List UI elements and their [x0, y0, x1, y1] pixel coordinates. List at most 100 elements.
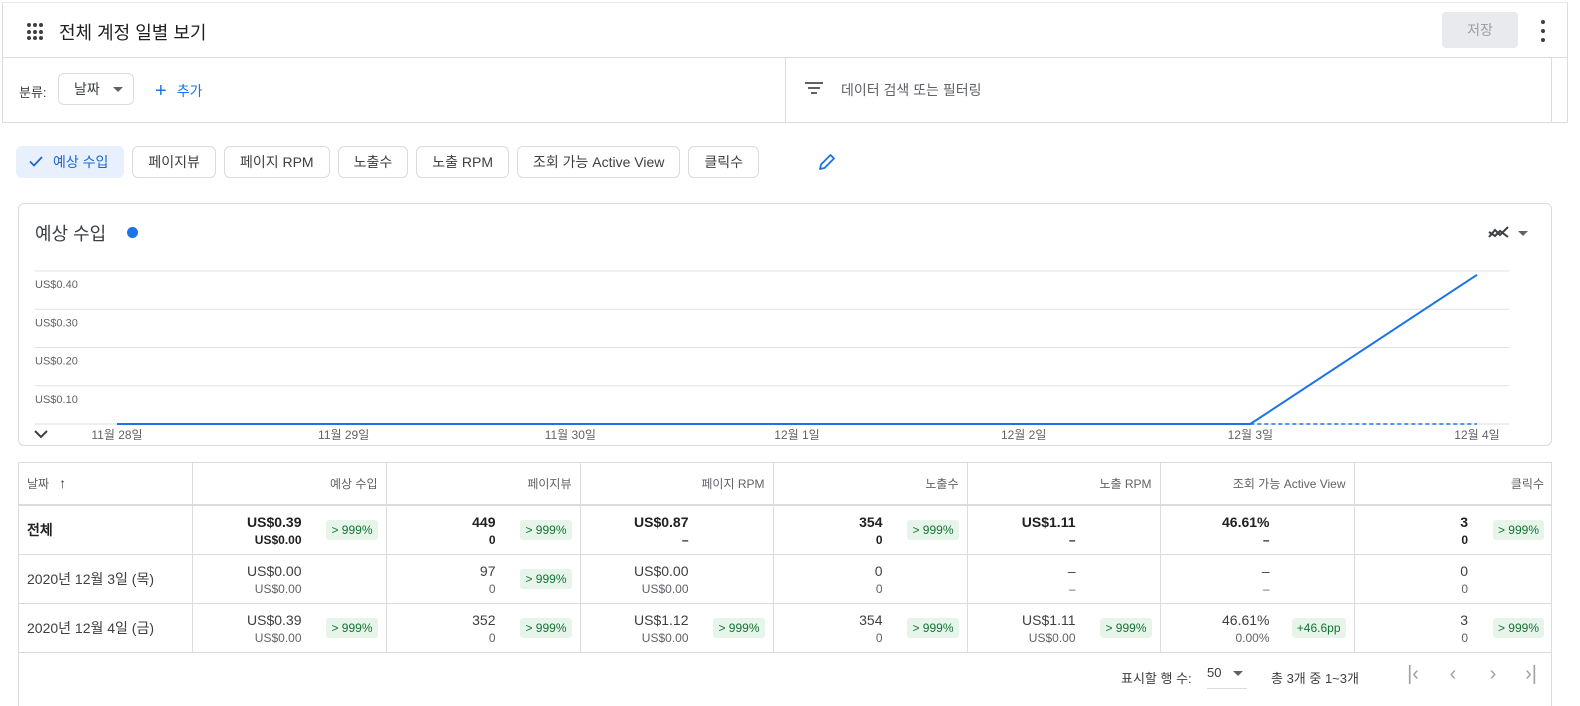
current-value: 449 [472, 514, 496, 530]
current-value: 352 [472, 612, 496, 628]
change-badge: > 999% [326, 618, 378, 638]
metric-cell: US$0.39 US$0.00 > 999% [192, 505, 387, 555]
add-label: 추가 [176, 83, 203, 99]
current-value: 3 [1460, 612, 1468, 628]
edit-metrics-pencil-icon[interactable] [817, 152, 837, 172]
row-date-cell: 전체 [19, 505, 193, 555]
comparison-value: 0 [875, 631, 883, 645]
comparison-value: 0 [488, 631, 496, 645]
change-badge: > 999% [520, 569, 572, 589]
x-tick-label: 12월 2일 [1001, 428, 1046, 442]
table-row: 2020년 12월 3일 (목) US$0.00 US$0.00 97 0 > 999% U… [19, 554, 1552, 604]
metric-cell: 46.61% – [1160, 505, 1355, 555]
current-value: 354 [859, 514, 883, 530]
metric-cell: US$0.00 US$0.00 [580, 554, 774, 604]
metric-cell: 3 0 > 999% [1354, 505, 1552, 555]
change-badge: > 999% [1492, 520, 1544, 540]
add-breakdown-button[interactable]: + 추가 [155, 81, 202, 101]
current-value: 46.61% [1222, 612, 1270, 628]
change-badge: > 999% [520, 520, 572, 540]
column-header-impression-rpm[interactable]: 노출 RPM [967, 463, 1161, 506]
current-value: 97 [479, 563, 496, 579]
column-header-active-view[interactable]: 조회 가능 Active View [1160, 463, 1355, 506]
comparison-value: US$0.00 [641, 582, 689, 596]
pagination: 표시할 행 수: 50 총 3개 중 1~3개 |‹ ‹ › ›| [19, 655, 1552, 706]
metric-cell: US$0.87 – [580, 505, 774, 555]
row-date-cell: 2020년 12월 3일 (목) [19, 554, 193, 604]
rows-per-page-select[interactable]: 50 [1207, 665, 1247, 689]
column-header-clicks[interactable]: 클릭수 [1354, 463, 1552, 506]
chevron-down-icon[interactable] [33, 428, 49, 440]
metric-cell: 352 0 > 999% [386, 603, 581, 653]
metric-chip-impressions[interactable]: 노출수 [337, 146, 409, 178]
dropdown-caret-icon [1518, 231, 1528, 236]
current-value: US$1.12 [634, 612, 689, 628]
change-badge: > 999% [1100, 618, 1152, 638]
x-tick-label: 12월 3일 [1228, 428, 1273, 442]
metric-cell: 354 0 > 999% [773, 505, 968, 555]
comparison-value: – [1262, 582, 1270, 596]
plus-icon: + [155, 80, 167, 102]
chart-title: 예상 수입 [35, 224, 107, 244]
change-badge: > 999% [326, 520, 378, 540]
breakdown-select[interactable]: 날짜 [58, 73, 134, 105]
comparison-value: 0 [875, 582, 883, 596]
table-row: 전체 US$0.39 US$0.00 > 999% 449 0 > 999% US$0.87 –… [19, 505, 1552, 555]
column-header-impressions[interactable]: 노출수 [773, 463, 968, 506]
column-header-page-rpm[interactable]: 페이지 RPM [580, 463, 774, 506]
first-page-icon[interactable]: |‹ [1407, 663, 1419, 685]
metric-cell: 449 0 > 999% [386, 505, 581, 555]
metric-chip-label: 노출 RPM [432, 154, 493, 170]
current-value: 46.61% [1222, 514, 1270, 530]
y-tick-label: US$0.20 [35, 356, 78, 368]
metric-cell: US$0.39 US$0.00 > 999% [192, 603, 387, 653]
chart-type-selector[interactable] [1488, 222, 1528, 244]
apps-grid-icon[interactable] [27, 23, 45, 41]
dropdown-caret-icon [113, 87, 123, 92]
prev-page-icon[interactable]: ‹ [1449, 663, 1457, 685]
metric-chip-page-rpm[interactable]: 페이지 RPM [223, 146, 330, 178]
filter-bar: 분류: 날짜 + 추가 [2, 57, 1568, 123]
metric-chip-impression-rpm[interactable]: 노출 RPM [416, 146, 509, 178]
comparison-value: US$0.00 [254, 533, 302, 547]
rows-per-page-value: 50 [1207, 665, 1222, 680]
column-header-estimated-earnings[interactable]: 예상 수입 [192, 463, 387, 506]
change-badge: > 999% [1492, 618, 1544, 638]
metric-cell: US$1.12 US$0.00 > 999% [580, 603, 774, 653]
metric-selector: 예상 수입 페이지뷰 페이지 RPM 노출수 노출 RPM 조회 가능 Acti… [16, 146, 760, 178]
metric-chip-label: 조회 가능 Active View [533, 154, 665, 170]
last-page-icon[interactable]: ›| [1525, 663, 1537, 685]
comparison-value: – [1262, 533, 1270, 547]
metric-cell: US$1.11 – [967, 505, 1161, 555]
current-value: US$0.39 [247, 514, 302, 530]
y-tick-label: US$0.40 [35, 279, 78, 291]
more-vert-icon[interactable] [1540, 20, 1546, 42]
column-header-date[interactable]: 날짜 ↑ [19, 463, 193, 506]
breakdown-label: 분류: [19, 85, 47, 100]
arrow-up-sort-icon: ↑ [59, 475, 67, 491]
metric-cell: US$1.11 US$0.00 > 999% [967, 603, 1161, 653]
metric-chip-active-view[interactable]: 조회 가능 Active View [517, 146, 681, 178]
metric-chip-estimated-earnings[interactable]: 예상 수입 [16, 146, 125, 178]
divider [1551, 57, 1552, 122]
comparison-value: US$0.00 [641, 631, 689, 645]
metric-chip-label: 페이지 RPM [239, 154, 314, 170]
next-page-icon[interactable]: › [1489, 663, 1497, 685]
dropdown-caret-icon [1233, 671, 1243, 676]
metric-chip-clicks[interactable]: 클릭수 [688, 146, 760, 178]
comparison-value: – [681, 533, 689, 547]
comparison-value: 0 [1461, 533, 1468, 547]
column-header-pageviews[interactable]: 페이지뷰 [386, 463, 581, 506]
search-filter-input[interactable] [841, 79, 1441, 101]
current-value: US$1.11 [1021, 514, 1076, 530]
header-label: 날짜 [27, 477, 50, 491]
comparison-value: 0 [1461, 582, 1468, 596]
comparison-value: 0.00% [1235, 631, 1270, 645]
change-badge: > 999% [907, 520, 959, 540]
metric-chip-pageviews[interactable]: 페이지뷰 [132, 146, 216, 178]
save-button[interactable]: 저장 [1442, 12, 1518, 48]
x-tick-label: 11월 30일 [545, 428, 596, 442]
metric-cell: 354 0 > 999% [773, 603, 968, 653]
